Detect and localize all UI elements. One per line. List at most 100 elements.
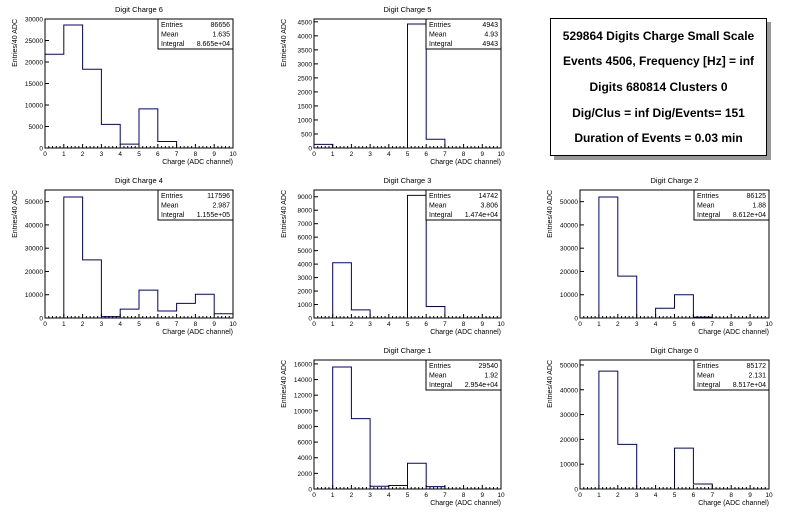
histogram-bin xyxy=(120,144,139,148)
x-tick-label: 5 xyxy=(673,492,677,499)
x-tick-label: 0 xyxy=(43,321,47,328)
histogram-charge3: Digit Charge 301234567891001000200030004… xyxy=(281,176,505,336)
stats-label: Mean xyxy=(161,32,179,39)
histogram-bin xyxy=(656,308,675,318)
stats-label: Mean xyxy=(697,203,715,210)
x-tick-label: 4 xyxy=(654,321,658,328)
chart-title: Digit Charge 5 xyxy=(384,5,432,14)
stats-label: Entries xyxy=(429,22,451,29)
x-tick-label: 10 xyxy=(229,321,237,328)
chart-title: Digit Charge 2 xyxy=(651,176,699,185)
histogram-charge2: Digit Charge 201234567891001000020000300… xyxy=(547,176,773,336)
x-tick-label: 1 xyxy=(331,492,335,499)
x-tick-label: 0 xyxy=(43,151,47,158)
x-tick-label: 6 xyxy=(156,151,160,158)
x-tick-label: 8 xyxy=(729,321,733,328)
histogram-bin xyxy=(389,485,408,489)
x-tick-label: 4 xyxy=(387,492,391,499)
stats-label: Integral xyxy=(429,382,453,389)
y-axis-title: Entries/40 ADC xyxy=(281,360,288,408)
y-axis-title: Entries/40 ADC xyxy=(12,190,19,238)
x-axis-title: Charge (ADC channel) xyxy=(430,500,501,507)
x-axis-title: Charge (ADC channel) xyxy=(698,329,769,336)
histogram-charge4: Digit Charge 401234567891001000020000300… xyxy=(12,176,237,336)
y-tick-label: 5000 xyxy=(29,124,44,131)
stats-value: 1.635 xyxy=(212,32,230,39)
y-tick-label: 3500 xyxy=(298,47,313,54)
histogram-charge5: Digit Charge 501234567891005001000150020… xyxy=(281,5,505,166)
chart-title: Digit Charge 0 xyxy=(651,346,699,355)
histogram-bin xyxy=(64,25,83,148)
stats-label: Entries xyxy=(429,193,451,200)
y-tick-label: 1500 xyxy=(298,103,313,110)
x-tick-label: 2 xyxy=(350,151,354,158)
x-tick-label: 2 xyxy=(616,492,620,499)
x-tick-label: 7 xyxy=(710,492,714,499)
x-tick-label: 9 xyxy=(480,321,484,328)
histogram-bin xyxy=(408,195,427,318)
stats-label: Integral xyxy=(697,212,721,219)
y-tick-label: 14000 xyxy=(294,377,312,384)
x-tick-label: 5 xyxy=(673,321,677,328)
x-tick-label: 3 xyxy=(100,151,104,158)
histogram-bin xyxy=(214,314,233,318)
y-tick-label: 10000 xyxy=(560,462,578,469)
y-tick-label: 500 xyxy=(301,131,312,138)
x-tick-label: 3 xyxy=(100,321,104,328)
histogram-bin xyxy=(351,310,370,318)
y-tick-label: 30000 xyxy=(560,246,578,253)
y-tick-label: 30000 xyxy=(560,412,578,419)
x-tick-label: 7 xyxy=(175,321,179,328)
x-tick-label: 7 xyxy=(443,492,447,499)
y-tick-label: 10000 xyxy=(25,292,43,299)
x-tick-label: 8 xyxy=(462,492,466,499)
histogram-bin xyxy=(158,142,177,148)
stats-label: Entries xyxy=(697,363,719,370)
x-tick-label: 9 xyxy=(748,492,752,499)
summary-line-digits: Digits 680814 Clusters 0 xyxy=(589,80,727,94)
histogram-bin xyxy=(618,276,637,318)
x-tick-label: 4 xyxy=(118,321,122,328)
x-tick-label: 5 xyxy=(137,321,141,328)
x-tick-label: 5 xyxy=(406,151,410,158)
x-tick-label: 10 xyxy=(497,151,505,158)
summary-line-ratios: Dig/Clus = inf Dig/Events= 151 xyxy=(572,106,745,120)
y-axis-title: Entries/40 ADC xyxy=(12,19,19,67)
chart-title: Digit Charge 1 xyxy=(384,346,432,355)
histogram-bin xyxy=(64,197,83,318)
y-axis-title: Entries/40 ADC xyxy=(281,19,288,67)
y-tick-label: 4000 xyxy=(298,33,313,40)
histogram-bin xyxy=(675,448,694,489)
x-tick-label: 3 xyxy=(368,321,372,328)
stats-value: 1.474e+04 xyxy=(465,212,498,219)
y-tick-label: 20000 xyxy=(560,437,578,444)
histogram-bin xyxy=(314,144,333,148)
histogram-bin xyxy=(195,294,214,318)
x-tick-label: 6 xyxy=(156,321,160,328)
stats-value: 4943 xyxy=(482,41,498,48)
y-tick-label: 6000 xyxy=(298,440,313,447)
x-tick-label: 9 xyxy=(748,321,752,328)
x-tick-label: 3 xyxy=(368,151,372,158)
x-tick-label: 8 xyxy=(729,492,733,499)
x-tick-label: 10 xyxy=(765,492,773,499)
y-tick-label: 8000 xyxy=(298,208,313,215)
x-tick-label: 7 xyxy=(443,321,447,328)
x-tick-label: 9 xyxy=(480,492,484,499)
x-tick-label: 5 xyxy=(406,321,410,328)
stats-value: 8.665e+04 xyxy=(197,41,230,48)
stats-label: Integral xyxy=(161,212,185,219)
x-tick-label: 7 xyxy=(175,151,179,158)
y-tick-label: 5000 xyxy=(298,248,313,255)
x-tick-label: 2 xyxy=(350,321,354,328)
chart-title: Digit Charge 6 xyxy=(115,5,163,14)
histogram-bin xyxy=(83,260,102,318)
x-tick-label: 8 xyxy=(194,151,198,158)
x-tick-label: 10 xyxy=(497,321,505,328)
x-tick-label: 1 xyxy=(331,321,335,328)
x-tick-label: 2 xyxy=(616,321,620,328)
x-axis-title: Charge (ADC channel) xyxy=(698,500,769,507)
x-tick-label: 1 xyxy=(62,151,66,158)
x-tick-label: 7 xyxy=(443,151,447,158)
x-tick-label: 6 xyxy=(692,321,696,328)
